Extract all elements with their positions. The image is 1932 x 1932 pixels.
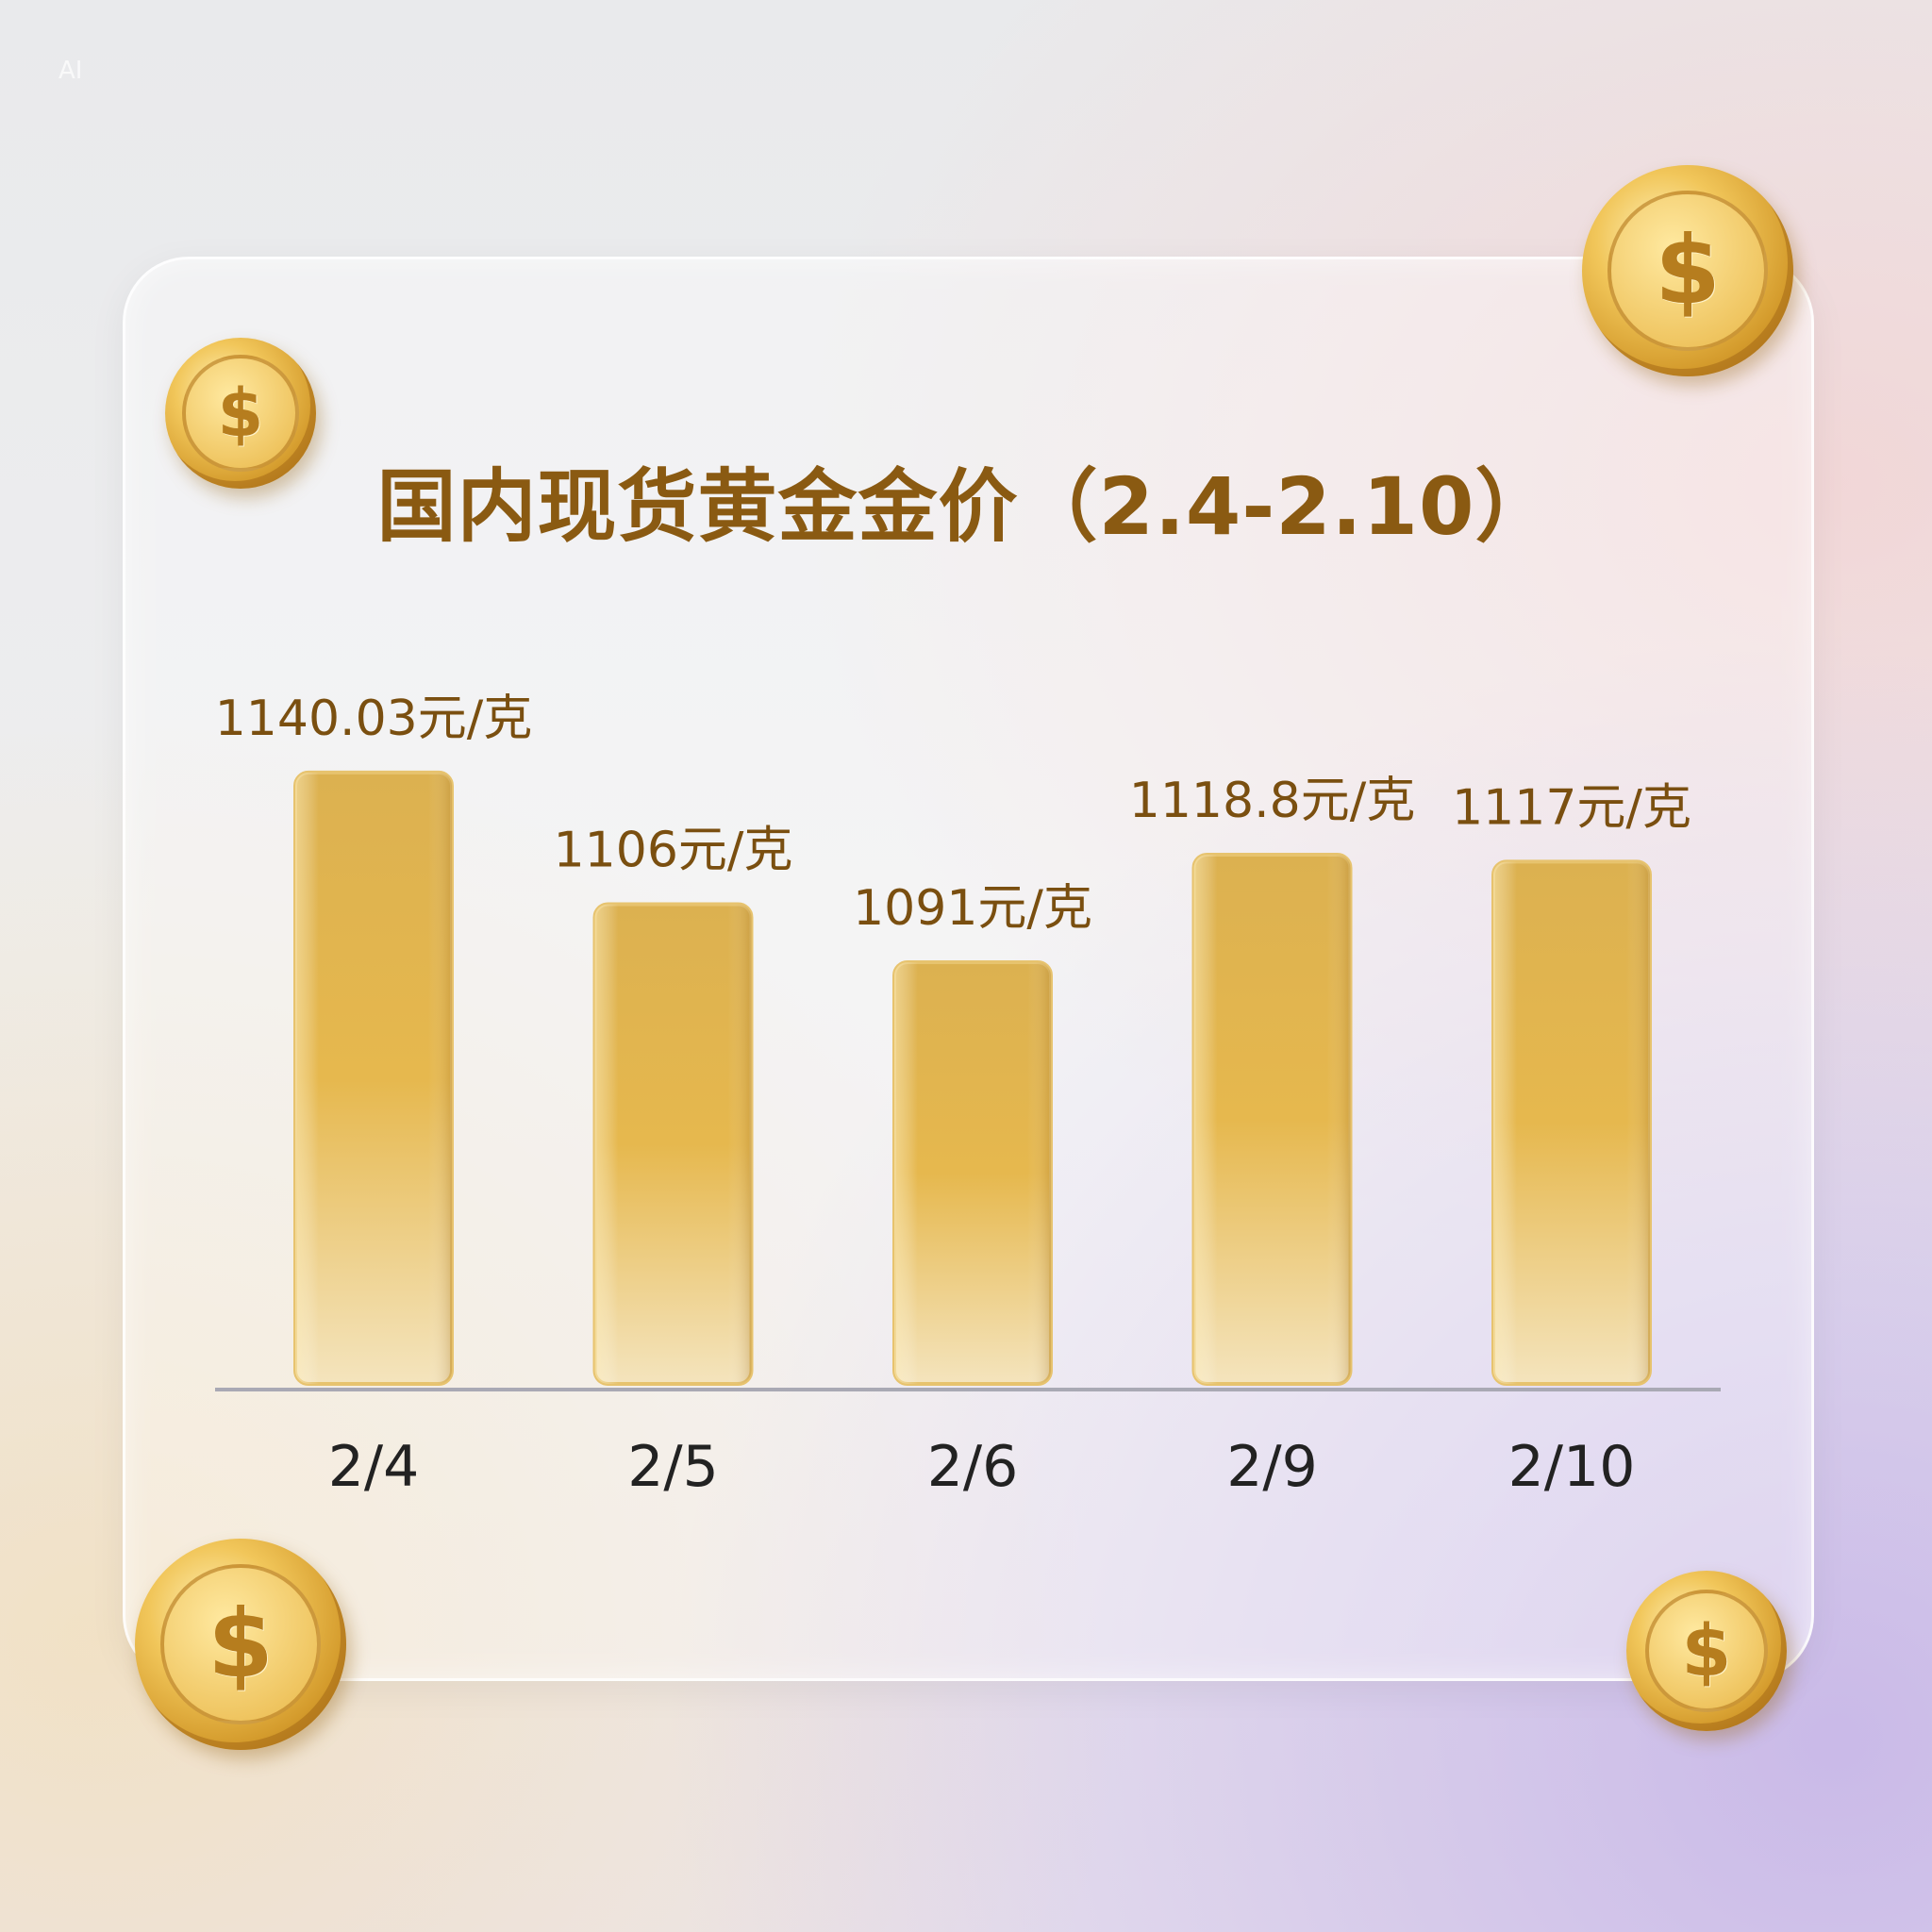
data-label: 1118.8元/克 xyxy=(1129,773,1415,829)
x-tick-label: 2/6 xyxy=(927,1434,1019,1500)
bar-shading xyxy=(295,772,452,1384)
bar-shading xyxy=(1193,854,1351,1384)
x-tick-label: 2/5 xyxy=(627,1434,719,1500)
dollar-coin-icon: $ xyxy=(165,338,316,489)
x-tick-label: 2/9 xyxy=(1226,1434,1318,1500)
coin-symbol: $ xyxy=(1644,1589,1769,1713)
coin-symbol: $ xyxy=(182,355,299,472)
x-tick-label: 2/4 xyxy=(328,1434,420,1500)
dollar-coin-icon: $ xyxy=(1582,165,1793,376)
coin-symbol: $ xyxy=(1607,191,1768,351)
bar-shading xyxy=(894,961,1051,1384)
dollar-coin-icon: $ xyxy=(135,1539,346,1750)
ai-watermark: AI xyxy=(58,57,83,85)
data-label: 1117元/克 xyxy=(1452,779,1691,836)
data-label: 1140.03元/克 xyxy=(215,691,533,747)
bar-shading xyxy=(1493,861,1650,1384)
data-label: 1091元/克 xyxy=(853,880,1092,937)
bar-shading xyxy=(594,904,752,1384)
coin-symbol: $ xyxy=(160,1564,321,1724)
chart-title: 国内现货黄金金价（2.4-2.10） xyxy=(376,460,1556,553)
dollar-coin-icon: $ xyxy=(1626,1571,1787,1731)
data-label: 1106元/克 xyxy=(554,822,793,878)
x-tick-label: 2/10 xyxy=(1508,1434,1636,1500)
